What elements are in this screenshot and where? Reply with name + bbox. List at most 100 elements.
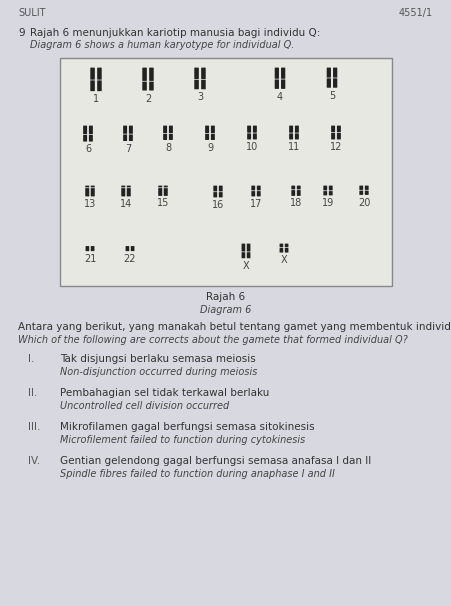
Bar [60, 58, 392, 286]
Text: Gentian gelendong gagal berfungsi semasa anafasa I dan II: Gentian gelendong gagal berfungsi semasa… [60, 456, 371, 466]
FancyBboxPatch shape [365, 191, 368, 195]
FancyBboxPatch shape [194, 68, 199, 79]
Text: X: X [243, 261, 249, 271]
FancyBboxPatch shape [169, 125, 173, 133]
Text: 2: 2 [145, 93, 151, 104]
Text: Diagram 6 shows a human karyotype for individual Q.: Diagram 6 shows a human karyotype for in… [30, 40, 295, 50]
FancyBboxPatch shape [337, 125, 341, 132]
FancyBboxPatch shape [83, 125, 87, 135]
FancyBboxPatch shape [169, 134, 173, 140]
Text: 1: 1 [93, 94, 99, 104]
FancyBboxPatch shape [297, 185, 301, 190]
FancyBboxPatch shape [219, 185, 223, 191]
FancyBboxPatch shape [142, 68, 147, 81]
Text: 18: 18 [290, 199, 302, 208]
Text: Rajah 6: Rajah 6 [207, 292, 245, 302]
FancyBboxPatch shape [275, 68, 279, 79]
FancyBboxPatch shape [280, 244, 283, 247]
FancyBboxPatch shape [90, 81, 95, 91]
FancyBboxPatch shape [365, 185, 368, 190]
Text: 16: 16 [212, 200, 224, 210]
FancyBboxPatch shape [163, 134, 167, 140]
FancyBboxPatch shape [211, 134, 215, 140]
FancyBboxPatch shape [295, 133, 299, 139]
Text: Which of the following are corrects about the gamete that formed individual Q?: Which of the following are corrects abou… [18, 335, 408, 345]
FancyBboxPatch shape [219, 192, 223, 198]
Text: Non-disjunction occurred during meiosis: Non-disjunction occurred during meiosis [60, 367, 258, 377]
FancyBboxPatch shape [121, 188, 125, 196]
Text: II.: II. [28, 388, 37, 398]
Text: SULIT: SULIT [18, 8, 46, 18]
FancyBboxPatch shape [333, 78, 337, 88]
Text: 15: 15 [157, 199, 169, 208]
FancyBboxPatch shape [247, 252, 250, 258]
FancyBboxPatch shape [201, 80, 206, 89]
FancyBboxPatch shape [329, 185, 333, 190]
FancyBboxPatch shape [289, 133, 293, 139]
FancyBboxPatch shape [149, 68, 154, 81]
Text: 21: 21 [84, 254, 96, 264]
FancyBboxPatch shape [253, 133, 257, 139]
FancyBboxPatch shape [123, 135, 127, 141]
FancyBboxPatch shape [129, 135, 133, 141]
FancyBboxPatch shape [131, 246, 134, 251]
FancyBboxPatch shape [285, 244, 289, 247]
FancyBboxPatch shape [280, 248, 283, 253]
FancyBboxPatch shape [253, 125, 257, 133]
FancyBboxPatch shape [247, 133, 251, 139]
FancyBboxPatch shape [89, 135, 93, 142]
FancyBboxPatch shape [285, 248, 289, 253]
Text: 3: 3 [197, 92, 203, 102]
FancyBboxPatch shape [158, 185, 162, 187]
Text: 9: 9 [207, 142, 213, 153]
FancyBboxPatch shape [329, 191, 333, 195]
Text: 19: 19 [322, 198, 334, 208]
FancyBboxPatch shape [242, 244, 245, 251]
FancyBboxPatch shape [247, 125, 251, 133]
Text: 6: 6 [85, 144, 91, 154]
FancyBboxPatch shape [275, 79, 279, 89]
FancyBboxPatch shape [91, 246, 94, 251]
Text: 17: 17 [250, 199, 262, 209]
FancyBboxPatch shape [327, 68, 331, 78]
FancyBboxPatch shape [359, 185, 363, 190]
FancyBboxPatch shape [323, 191, 327, 195]
FancyBboxPatch shape [205, 134, 209, 140]
FancyBboxPatch shape [242, 252, 245, 258]
Text: 9: 9 [18, 28, 25, 38]
Text: Antara yang berikut, yang manakah betul tentang gamet yang membentuk individu Q?: Antara yang berikut, yang manakah betul … [18, 322, 451, 332]
FancyBboxPatch shape [205, 125, 209, 133]
Text: 10: 10 [246, 142, 258, 152]
FancyBboxPatch shape [251, 185, 255, 190]
FancyBboxPatch shape [97, 81, 102, 91]
Text: IV.: IV. [28, 456, 40, 466]
FancyBboxPatch shape [281, 79, 285, 89]
Text: 14: 14 [120, 199, 132, 209]
FancyBboxPatch shape [90, 68, 95, 79]
FancyBboxPatch shape [129, 125, 133, 134]
FancyBboxPatch shape [257, 191, 261, 196]
FancyBboxPatch shape [289, 125, 293, 133]
FancyBboxPatch shape [327, 78, 331, 88]
Text: 4: 4 [277, 92, 283, 102]
FancyBboxPatch shape [149, 82, 154, 90]
Text: I.: I. [28, 354, 34, 364]
Text: Uncontrolled cell division occurred: Uncontrolled cell division occurred [60, 401, 229, 411]
FancyBboxPatch shape [295, 125, 299, 133]
FancyBboxPatch shape [331, 125, 335, 132]
FancyBboxPatch shape [158, 188, 162, 196]
FancyBboxPatch shape [83, 135, 87, 142]
FancyBboxPatch shape [127, 188, 131, 196]
Text: 13: 13 [84, 199, 96, 209]
FancyBboxPatch shape [213, 185, 217, 191]
FancyBboxPatch shape [85, 185, 89, 187]
FancyBboxPatch shape [201, 68, 206, 79]
Text: 22: 22 [124, 254, 136, 264]
Text: Spindle fibres failed to function during anaphase I and II: Spindle fibres failed to function during… [60, 469, 335, 479]
FancyBboxPatch shape [86, 246, 89, 251]
Text: Pembahagian sel tidak terkawal berlaku: Pembahagian sel tidak terkawal berlaku [60, 388, 269, 398]
FancyBboxPatch shape [85, 188, 89, 196]
Text: 12: 12 [330, 142, 342, 152]
FancyBboxPatch shape [194, 80, 199, 89]
Text: 20: 20 [358, 198, 370, 207]
